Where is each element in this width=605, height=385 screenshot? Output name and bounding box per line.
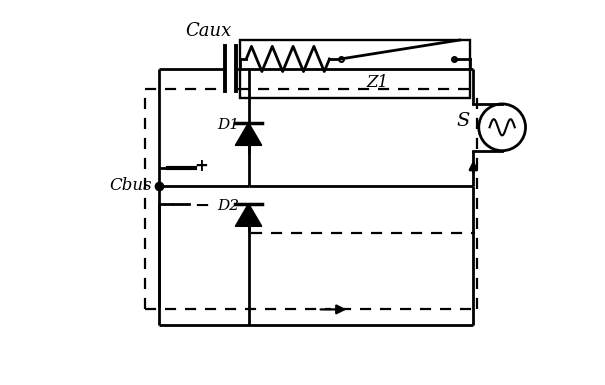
Text: −: −	[194, 197, 209, 215]
Text: Cbus: Cbus	[110, 177, 152, 194]
Polygon shape	[235, 204, 262, 226]
Polygon shape	[235, 123, 262, 146]
Bar	[240, 40, 469, 98]
Text: Z1: Z1	[366, 74, 388, 91]
Text: D2: D2	[218, 199, 240, 213]
Text: Caux: Caux	[185, 22, 231, 40]
Text: D1: D1	[218, 118, 240, 132]
Text: +: +	[194, 157, 208, 174]
Text: S: S	[456, 112, 469, 129]
